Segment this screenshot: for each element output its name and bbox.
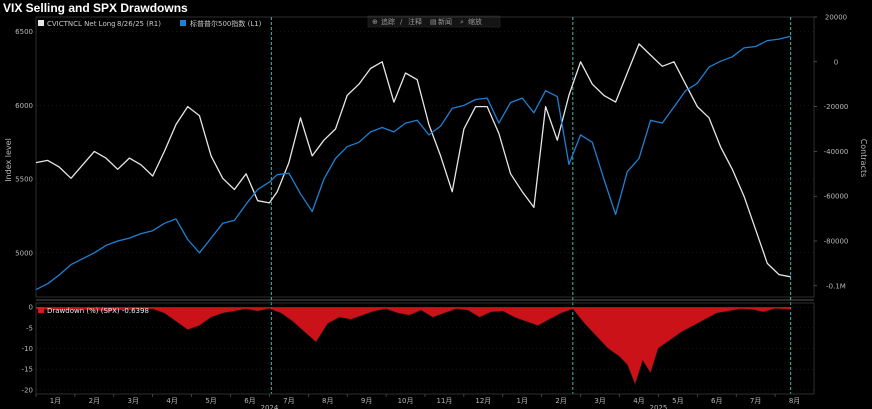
y-tick-label-right: 20000 (825, 14, 847, 22)
legend: CVICTNCL Net Long 8/26/25 (R1) 标普普尔500指数… (38, 19, 262, 28)
crosshair-icon: ⊕ (372, 18, 378, 26)
toolbar-label: 缩放 (468, 17, 482, 26)
drawdown-legend: Drawdown (%) (SPX) -0.6398 (38, 307, 149, 315)
year-label: 2025 (649, 404, 667, 409)
x-tick-label: 7月 (750, 397, 761, 405)
legend-vix: CVICTNCL Net Long (47, 20, 116, 28)
y-tick-label-left: 6500 (15, 28, 33, 36)
x-tick-label: 6月 (244, 397, 255, 405)
pen-icon: ∕ (400, 18, 403, 26)
y-tick-label-left: 5000 (15, 249, 33, 257)
toolbar-label: 注释 (408, 17, 422, 26)
x-tick-label: 4月 (633, 397, 644, 405)
x-tick-label: 10月 (398, 397, 414, 405)
x-tick-label: 12月 (475, 397, 491, 405)
y-tick-label-left: 5500 (15, 176, 33, 184)
x-tick-label: 4月 (166, 397, 177, 405)
legend-spx: 标普普尔500指数 (L1) (190, 19, 262, 28)
drawdown-tick-label: -15 (22, 366, 33, 374)
toolbar-item-annotate[interactable]: ∕ 注释 (400, 17, 422, 26)
x-tick-label: 7月 (283, 397, 294, 405)
x-tick-label: 3月 (594, 397, 605, 405)
x-tick-label: 5月 (672, 397, 683, 405)
y-axis-label-left: Index level (4, 138, 13, 182)
y-tick-label-right: -40000 (824, 148, 849, 156)
toolbar-label: 追踪 (381, 17, 395, 26)
news-icon: ▤ (430, 18, 437, 26)
toolbar: ⊕ 追踪 ∕ 注释 ▤ 新闻 ⌕ 缩放 (367, 15, 501, 28)
drawdown-area (36, 307, 791, 385)
x-tick-label: 8月 (789, 397, 800, 405)
drawdown-tick-label: 0 (29, 304, 33, 312)
drawdown-legend-swatch (38, 307, 44, 313)
drawdown-panel: 0 -5 -10 -15 -20 (22, 302, 815, 395)
x-tick-label: 11月 (436, 397, 452, 405)
main-plot-frame (35, 16, 815, 298)
main-panel: 5000 5500 6000 6500 20000 0 -20000 -40000 -60000… (15, 14, 849, 394)
legend-date: 8/26/25 (R1) (117, 20, 161, 28)
toolbar-item-track[interactable]: ⊕ 追踪 (372, 17, 395, 26)
y-tick-label-right: -0.1M (826, 282, 846, 290)
chart-title: VIX Selling and SPX Drawdowns (3, 1, 188, 15)
drawdown-tick-label: -5 (26, 324, 33, 332)
zoom-icon: ⌕ (460, 18, 464, 26)
x-tick-label: 2月 (89, 397, 100, 405)
drawdown-tick-label: -20 (22, 386, 33, 394)
drawdown-legend-text: Drawdown (%) (SPX) -0.6398 (47, 307, 149, 315)
y-tick-label-right: -80000 (824, 238, 849, 246)
y-tick-label-right: -60000 (824, 193, 849, 201)
x-tick-label: 1月 (50, 397, 61, 405)
vix-legend-swatch (38, 20, 44, 26)
x-tick-label: 5月 (205, 397, 216, 405)
x-tick-label: 1月 (517, 397, 528, 405)
toolbar-label: 新闻 (438, 17, 452, 26)
x-tick-label: 8月 (322, 397, 333, 405)
x-tick-label: 2月 (555, 397, 566, 405)
spx-index-line (35, 35, 791, 291)
year-label: 2024 (260, 404, 278, 409)
x-tick-label: 9月 (361, 397, 372, 405)
x-tick-label: 3月 (128, 397, 139, 405)
toolbar-item-news[interactable]: ▤ 新闻 (430, 17, 452, 26)
y-tick-label-right: 0 (834, 58, 838, 66)
y-tick-label-left: 6000 (15, 102, 33, 110)
vix-net-long-line (35, 43, 791, 278)
x-axis: 1月 2月 3月 4月 5月 6月 7月 8月 9月 10月 11月 12月 1月 2月 3月 4月 5月 6月 7… (35, 394, 800, 409)
y-axis-label-right: Contracts (859, 139, 868, 178)
drawdown-tick-label: -10 (22, 345, 33, 353)
toolbar-item-zoom[interactable]: ⌕ 缩放 (460, 17, 482, 26)
x-tick-label: 6月 (711, 397, 722, 405)
spx-legend-swatch (180, 20, 186, 26)
drawdown-line (35, 308, 791, 387)
y-tick-label-right: -20000 (824, 103, 849, 111)
